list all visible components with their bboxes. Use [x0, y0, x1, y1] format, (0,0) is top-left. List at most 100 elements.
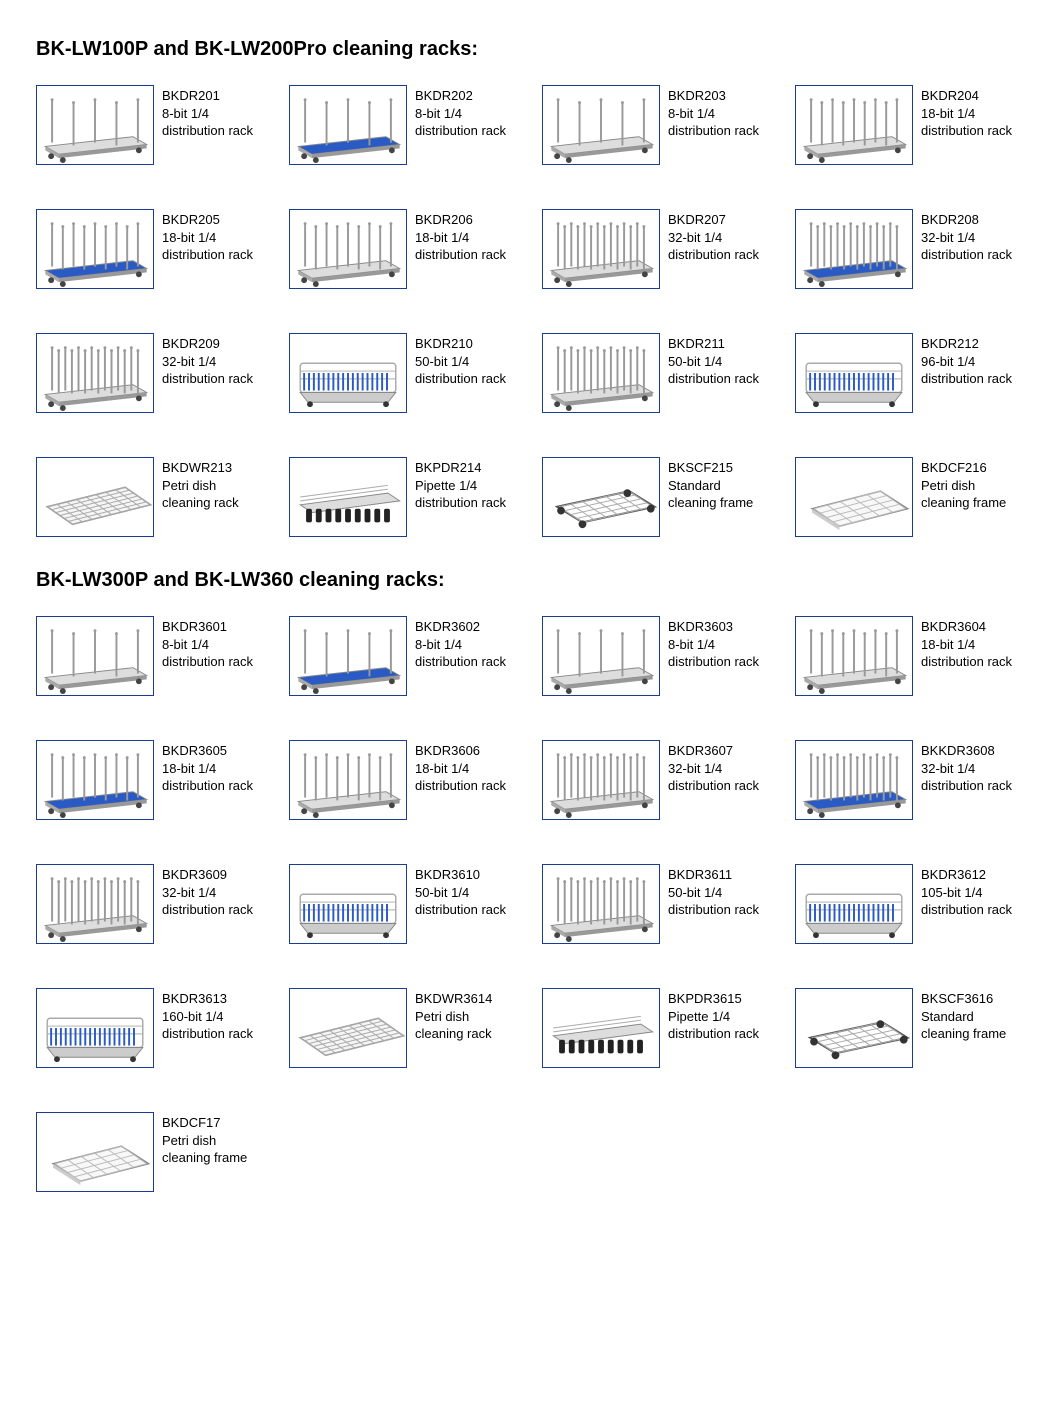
product-item: BKSCF3616Standard cleaning frame [795, 988, 1020, 1068]
product-label: BKDR20418-bit 1/4 distribution rack [921, 85, 1020, 140]
product-description: 8-bit 1/4 distribution rack [668, 105, 767, 140]
product-item: BKDR36028-bit 1/4 distribution rack [289, 616, 514, 696]
product-label: BKKDR360832-bit 1/4 distribution rack [921, 740, 1020, 795]
product-label: BKDR2038-bit 1/4 distribution rack [668, 85, 767, 140]
product-label: BKSCF215Standard cleaning frame [668, 457, 767, 512]
product-thumbnail [542, 85, 660, 165]
product-thumbnail [289, 988, 407, 1068]
product-code: BKPDR3615 [668, 990, 767, 1008]
product-item: BKDWR213Petri dish cleaning rack [36, 457, 261, 537]
product-code: BKDR3605 [162, 742, 261, 760]
product-label: BKDR20618-bit 1/4 distribution rack [415, 209, 514, 264]
product-item: BKDR20932-bit 1/4 distribution rack [36, 333, 261, 413]
product-item: BKDR20518-bit 1/4 distribution rack [36, 209, 261, 289]
product-grid: BKDR3601 8-bit 1/4 distribution rack BKDR… [36, 616, 1020, 1192]
product-label: BKDWR3614Petri dish cleaning rack [415, 988, 514, 1043]
product-description: 160-bit 1/4 distribution rack [162, 1008, 261, 1043]
product-grid: BKDR2018-bit 1/4 distribution rack BKDR2… [36, 85, 1020, 537]
product-thumbnail [36, 85, 154, 165]
product-description: 8-bit 1/4 distribution rack [162, 105, 261, 140]
product-thumbnail [795, 740, 913, 820]
product-thumbnail [542, 616, 660, 696]
product-thumbnail [542, 457, 660, 537]
product-description: 18-bit 1/4 distribution rack [162, 760, 261, 795]
product-code: BKDWR213 [162, 459, 261, 477]
product-thumbnail [542, 740, 660, 820]
product-item: BKDR20618-bit 1/4 distribution rack [289, 209, 514, 289]
product-thumbnail [542, 209, 660, 289]
product-description: 32-bit 1/4 distribution rack [668, 229, 767, 264]
product-code: BKDR3610 [415, 866, 514, 884]
product-description: 32-bit 1/4 distribution rack [162, 353, 261, 388]
product-item: BKPDR3615Pipette 1/4 distribution rack [542, 988, 767, 1068]
product-label: BKDCF17Petri dish cleaning frame [162, 1112, 261, 1167]
product-item: BKKDR360832-bit 1/4 distribution rack [795, 740, 1020, 820]
product-description: 18-bit 1/4 distribution rack [415, 760, 514, 795]
product-item: BKDR2038-bit 1/4 distribution rack [542, 85, 767, 165]
product-label: BKDR3613160-bit 1/4 distribution rack [162, 988, 261, 1043]
product-thumbnail [36, 864, 154, 944]
product-code: BKKDR3608 [921, 742, 1020, 760]
product-description: Standard cleaning frame [921, 1008, 1020, 1043]
product-description: 50-bit 1/4 distribution rack [668, 353, 767, 388]
product-item: BKDR20832-bit 1/4 distribution rack [795, 209, 1020, 289]
product-description: 32-bit 1/4 distribution rack [162, 884, 261, 919]
product-code: BKDR3604 [921, 618, 1020, 636]
product-thumbnail [795, 333, 913, 413]
product-item: BKDR2028-bit 1/4 distribution rack [289, 85, 514, 165]
product-thumbnail [36, 616, 154, 696]
product-description: 18-bit 1/4 distribution rack [415, 229, 514, 264]
product-code: BKDR210 [415, 335, 514, 353]
product-code: BKDCF216 [921, 459, 1020, 477]
product-code: BKDR201 [162, 87, 261, 105]
product-description: 18-bit 1/4 distribution rack [162, 229, 261, 264]
product-thumbnail [36, 1112, 154, 1192]
product-label: BKDR21150-bit 1/4 distribution rack [668, 333, 767, 388]
product-thumbnail [542, 864, 660, 944]
product-thumbnail [795, 616, 913, 696]
product-code: BKDR211 [668, 335, 767, 353]
product-label: BKDR360932-bit 1/4 distribution rack [162, 864, 261, 919]
product-code: BKDR3613 [162, 990, 261, 1008]
product-item: BKDR360418-bit 1/4 distribution rack [795, 616, 1020, 696]
product-thumbnail [795, 85, 913, 165]
product-description: 32-bit 1/4 distribution rack [668, 760, 767, 795]
product-code: BKDR205 [162, 211, 261, 229]
product-item: BKDR3613160-bit 1/4 distribution rack [36, 988, 261, 1068]
product-description: 8-bit 1/4 distribution rack [668, 636, 767, 671]
product-label: BKSCF3616Standard cleaning frame [921, 988, 1020, 1043]
product-description: 50-bit 1/4 distribution rack [668, 884, 767, 919]
product-label: BKDR360518-bit 1/4 distribution rack [162, 740, 261, 795]
product-label: BKDR20518-bit 1/4 distribution rack [162, 209, 261, 264]
product-label: BKPDR214Pipette 1/4 distribution rack [415, 457, 514, 512]
product-item: BKDR21150-bit 1/4 distribution rack [542, 333, 767, 413]
product-thumbnail [289, 740, 407, 820]
product-description: Petri dish cleaning rack [415, 1008, 514, 1043]
product-code: BKDR202 [415, 87, 514, 105]
product-code: BKDR209 [162, 335, 261, 353]
product-label: BKDCF216Petri dish cleaning frame [921, 457, 1020, 512]
product-description: 96-bit 1/4 distribution rack [921, 353, 1020, 388]
product-label: BKDR20732-bit 1/4 distribution rack [668, 209, 767, 264]
product-code: BKDWR3614 [415, 990, 514, 1008]
product-description: 50-bit 1/4 distribution rack [415, 884, 514, 919]
product-thumbnail [36, 740, 154, 820]
product-item: BKPDR214Pipette 1/4 distribution rack [289, 457, 514, 537]
product-label: BKDR3612105-bit 1/4 distribution rack [921, 864, 1020, 919]
product-item: BKDR3612105-bit 1/4 distribution rack [795, 864, 1020, 944]
product-code: BKDR3612 [921, 866, 1020, 884]
product-thumbnail [289, 85, 407, 165]
section-title: BK-LW300P and BK-LW360 cleaning racks: [36, 569, 1020, 592]
product-item: BKDR36038-bit 1/4 distribution rack [542, 616, 767, 696]
product-thumbnail [36, 209, 154, 289]
product-item: BKDR21296-bit 1/4 distribution rack [795, 333, 1020, 413]
product-label: BKDR360618-bit 1/4 distribution rack [415, 740, 514, 795]
product-code: BKDR3603 [668, 618, 767, 636]
product-label: BKDR2018-bit 1/4 distribution rack [162, 85, 261, 140]
product-code: BKDR3601 [162, 618, 261, 636]
product-item: BKDR360732-bit 1/4 distribution rack [542, 740, 767, 820]
product-description: 105-bit 1/4 distribution rack [921, 884, 1020, 919]
product-label: BKDWR213Petri dish cleaning rack [162, 457, 261, 512]
product-label: BKDR361050-bit 1/4 distribution rack [415, 864, 514, 919]
product-code: BKDR212 [921, 335, 1020, 353]
